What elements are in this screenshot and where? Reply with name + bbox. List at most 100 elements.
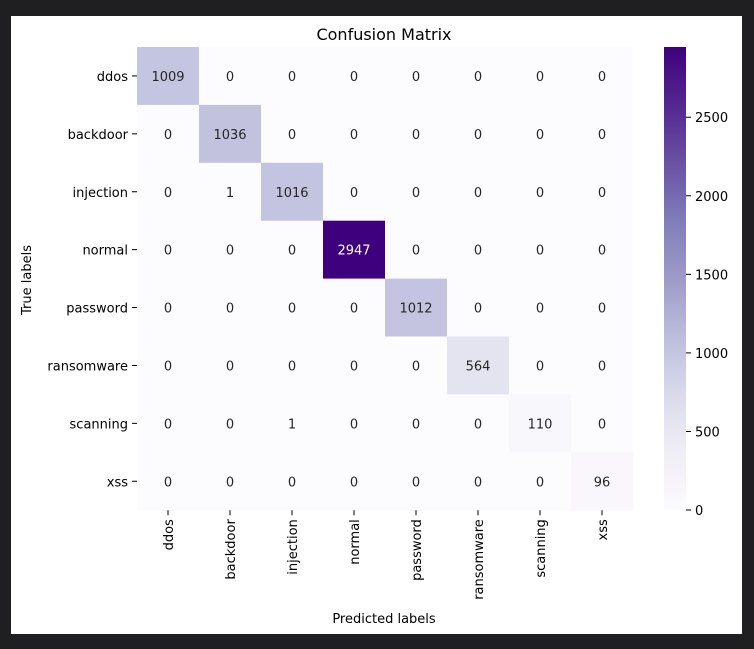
cell-value-label: 1036 [213,128,246,143]
heatmap-cell [447,104,510,164]
heatmap-cell [261,47,324,106]
cell-value-label: 0 [536,186,544,201]
heatmap-cell [571,452,634,511]
x-tick-label: backdoor [224,519,239,580]
heatmap-cell [509,47,572,106]
cell-value-label: 0 [536,475,544,490]
heatmap-cell [137,162,200,222]
heatmap-cell [261,220,324,280]
cell-value-label: 0 [536,128,544,143]
cell-value-label: 1009 [151,70,184,85]
cell-value-label: 0 [412,475,420,490]
cell-value-label: 0 [598,128,606,143]
y-tick-label: injection [72,186,128,201]
heatmap-cell [571,220,634,280]
heatmap-cell [571,278,634,337]
heatmap-cell [137,452,200,511]
cell-value-label: 0 [164,475,172,490]
colorbar-tick-label: 1000 [695,347,728,362]
cell-value-label: 1 [226,186,234,201]
y-tick-label: scanning [70,417,128,432]
cell-value-label: 0 [226,244,234,259]
cell-value-label: 0 [598,186,606,201]
heatmap-cell [199,104,262,164]
heatmap-cell [571,394,634,453]
cell-value-label: 0 [164,302,172,317]
heatmap-cell [323,47,386,106]
heatmap-cell [509,162,572,222]
cell-value-label: 0 [226,359,234,374]
heatmap-cell [199,452,262,511]
colorbar-tick-label: 2000 [695,190,728,205]
cell-value-label: 0 [226,475,234,490]
y-tick-label: password [66,302,128,317]
heatmap-cell [137,394,200,453]
cell-value-label: 1012 [399,302,432,317]
heatmap-cell [385,452,448,511]
cell-value-label: 0 [288,244,296,259]
x-tick-label: ddos [162,519,177,550]
cell-value-label: 0 [350,70,358,85]
heatmap-cell [137,104,200,164]
heatmap-cell [509,452,572,511]
heatmap-cell [137,336,200,395]
heatmap-cell [261,278,324,337]
heatmap-cell [509,336,572,395]
cell-value-label: 0 [226,70,234,85]
cell-value-label: 0 [598,302,606,317]
cell-value-label: 0 [474,417,482,432]
heatmap-cell [509,394,572,453]
colorbar-tick-label: 0 [695,504,703,519]
heatmap-cells: 1009 0 0 0 0 0 0 0 0 1036 0 0 0 0 0 0 0 1 1016 0 0 0 0 0 0 0 0 2947… [137,47,634,511]
y-tick-label: normal [82,244,128,259]
cell-value-label: 0 [474,302,482,317]
cell-value-label: 0 [164,128,172,143]
y-tick-label: ransomware [47,359,128,374]
cell-value-label: 0 [288,475,296,490]
cell-value-label: 0 [536,359,544,374]
cell-value-label: 0 [164,244,172,259]
cell-value-label: 0 [288,302,296,317]
heatmap-cell [199,278,262,337]
heatmap-cell [323,278,386,337]
cell-value-label: 0 [474,128,482,143]
heatmap-cell [261,162,324,222]
heatmap-cell [385,394,448,453]
x-tick-label: ransomware [472,519,487,600]
chart-title: Confusion Matrix [316,25,451,44]
colorbar-tick-label: 1500 [695,268,728,283]
heatmap-cell [571,47,634,106]
heatmap-cell [385,220,448,280]
cell-value-label: 0 [474,475,482,490]
heatmap-cell [447,452,510,511]
x-tick-label: scanning [534,519,549,577]
x-tick-label: xss [596,519,611,540]
heatmap-cell [323,336,386,395]
cell-value-label: 0 [164,186,172,201]
heatmap-cell [509,104,572,164]
cell-value-label: 0 [350,302,358,317]
cell-value-label: 0 [412,186,420,201]
cell-value-label: 0 [350,475,358,490]
y-tick-label: backdoor [68,128,129,143]
heatmap-cell [261,104,324,164]
heatmap-cell [137,220,200,280]
cell-value-label: 0 [412,128,420,143]
cell-value-label: 96 [594,475,611,490]
x-tick-labels: ddos backdoor injection normal password ranso… [162,510,611,600]
heatmap-cell [261,336,324,395]
cell-value-label: 110 [528,417,553,432]
heatmap-cell [199,394,262,453]
heatmap-cell [137,47,200,106]
heatmap-cell [447,394,510,453]
heatmap-cell [447,336,510,395]
cell-value-label: 0 [226,417,234,432]
cell-value-label: 0 [598,359,606,374]
cell-value-label: 564 [466,359,491,374]
figure: Confusion Matrix 1009 0 0 0 0 0 0 0 0 1036 0 0 0 0 0 0 0… [11,16,742,634]
heatmap-cell [385,278,448,337]
heatmap-cell [261,452,324,511]
cell-value-label: 1016 [275,186,308,201]
cell-value-label: 0 [350,128,358,143]
heatmap-cell [571,104,634,164]
